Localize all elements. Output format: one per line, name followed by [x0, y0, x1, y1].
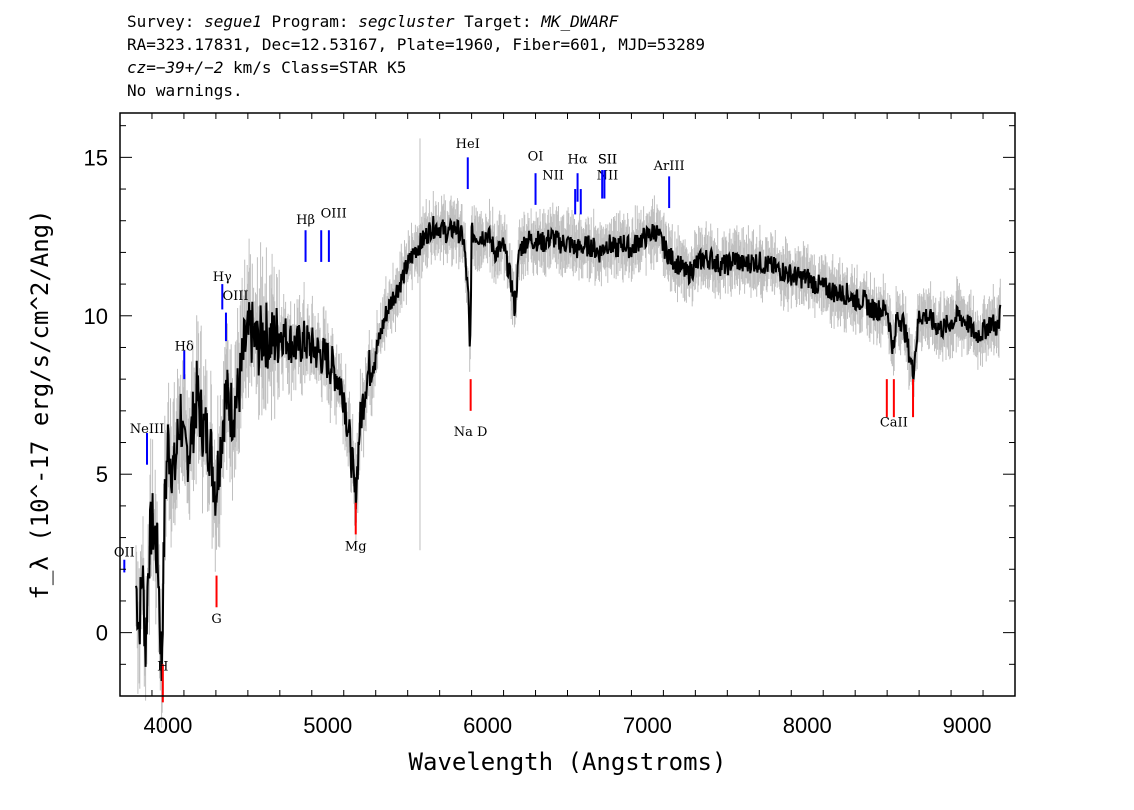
program-label: Program:: [261, 12, 359, 31]
error-band-layer: [135, 138, 1001, 728]
y-axis-label: f_λ (10^-17 erg/s/cm^2/Ang): [26, 209, 54, 599]
cz-unit-class: km/s Class=STAR K5: [223, 58, 407, 77]
error-band: [135, 191, 1001, 728]
line-label: OIII: [321, 207, 347, 222]
line-label: Hδ: [175, 340, 194, 355]
spectrum-line: [135, 215, 1002, 682]
plot-frame: [119, 112, 1016, 697]
line-label: SII: [598, 153, 617, 168]
target-value: MK_DWARF: [541, 12, 619, 31]
header-line-redshift: cz=−39+/−2 km/s Class=STAR K5: [127, 56, 705, 79]
line-label: G: [211, 612, 221, 627]
y-tick-label: 0: [96, 621, 108, 646]
line-label: OII: [114, 546, 135, 561]
line-label: Hβ: [296, 213, 315, 228]
x-tick-label: 8000: [783, 713, 832, 738]
survey-label: Survey:: [127, 12, 205, 31]
x-tick-label: 5000: [303, 713, 352, 738]
line-label: Mg: [345, 539, 367, 554]
line-label: ArIII: [653, 159, 685, 174]
survey-value: segue1: [204, 12, 262, 31]
line-label: Hα: [568, 153, 588, 168]
y-tick-label: 15: [84, 145, 108, 170]
header-line-warnings: No warnings.: [127, 81, 243, 100]
line-label: Hγ: [213, 270, 232, 285]
header-line-coords: RA=323.17831, Dec=12.53167, Plate=1960, …: [127, 35, 705, 54]
header-line-survey: Survey: segue1 Program: segcluster Targe…: [127, 10, 705, 33]
line-label: OIII: [223, 289, 249, 304]
target-label: Target:: [454, 12, 542, 31]
line-label: Na D: [454, 425, 488, 440]
line-label: SII: [598, 153, 617, 168]
spectrum-layer: [135, 215, 1002, 682]
x-tick-label: 4000: [143, 713, 192, 738]
line-label: OI: [528, 150, 544, 165]
ticks-layer: 4000 5000 6000 7000 8000 9000 0 5 10 15: [84, 113, 1016, 738]
line-label: NII: [542, 169, 564, 184]
x-tick-label: 6000: [463, 713, 512, 738]
spectrum-header: Survey: segue1 Program: segcluster Targe…: [127, 10, 705, 102]
line-label: H: [157, 660, 168, 675]
program-value: segcluster: [358, 12, 455, 31]
x-tick-label: 9000: [943, 713, 992, 738]
cz-label: cz=: [127, 58, 156, 77]
x-tick-label: 7000: [623, 713, 672, 738]
cz-value: −39+/−2: [155, 58, 224, 77]
x-axis-label: Wavelength (Angstroms): [409, 748, 727, 776]
y-tick-label: 5: [96, 462, 108, 487]
y-tick-label: 10: [84, 304, 108, 329]
line-label: CaII: [880, 416, 908, 431]
line-label: NII: [597, 169, 619, 184]
line-label: HeI: [456, 137, 480, 152]
line-label: NeIII: [130, 422, 164, 437]
